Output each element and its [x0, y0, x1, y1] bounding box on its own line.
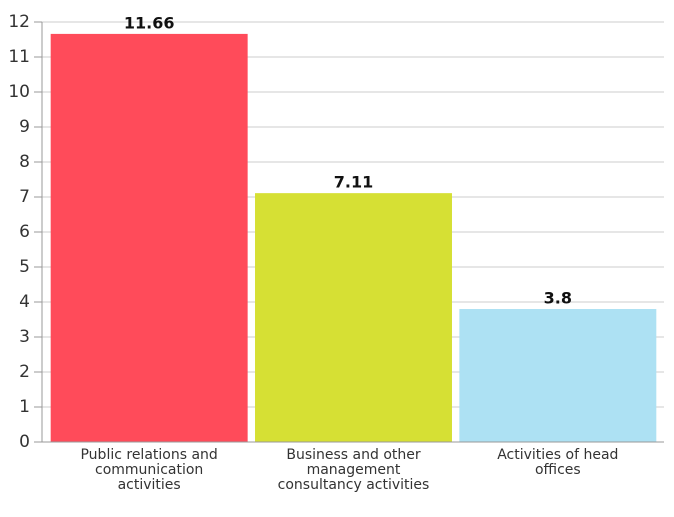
y-tick-label: 12: [8, 12, 30, 32]
y-tick-label: 1: [19, 397, 30, 417]
y-tick-label: 5: [19, 257, 30, 277]
y-tick-label: 10: [8, 82, 30, 102]
bar: [50, 33, 248, 443]
value-label: 3.8: [544, 289, 572, 308]
value-label: 11.66: [124, 13, 175, 32]
y-tick-label: 0: [19, 432, 30, 452]
bar: [255, 193, 452, 442]
y-tick-label: 2: [19, 362, 30, 382]
x-tick-label: Business and other management consultanc…: [277, 447, 430, 493]
y-tick-label: 11: [8, 47, 30, 67]
y-tick-label: 8: [19, 152, 30, 172]
y-tick-label: 7: [19, 187, 30, 207]
bar: [459, 309, 657, 442]
x-tick-label: Activities of head offices: [497, 447, 619, 478]
y-tick-label: 3: [19, 327, 30, 347]
y-tick-label: 6: [19, 222, 30, 242]
x-tick-label: Public relations and communication activ…: [80, 447, 218, 493]
value-label: 7.11: [334, 173, 373, 192]
y-tick-label: 4: [19, 292, 30, 312]
y-tick-label: 9: [19, 117, 30, 137]
